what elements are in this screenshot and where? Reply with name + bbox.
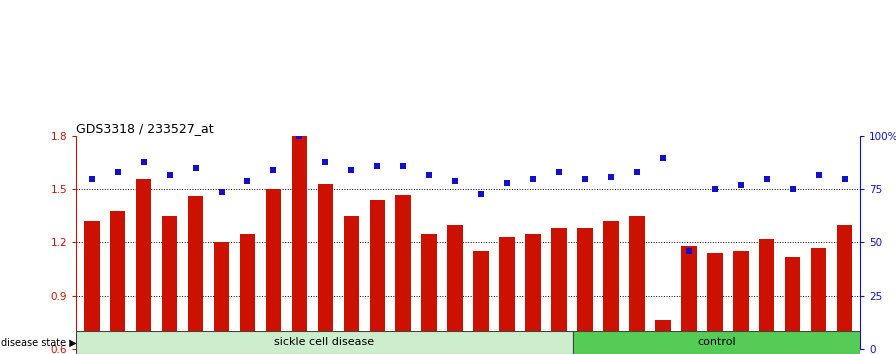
Point — [474, 191, 488, 196]
Bar — [603, 221, 619, 354]
Bar — [266, 189, 281, 354]
Point — [162, 172, 177, 177]
Point — [526, 176, 540, 182]
Bar — [655, 320, 670, 354]
Point — [656, 155, 670, 160]
Text: disease state ▶: disease state ▶ — [1, 337, 77, 347]
Point — [552, 170, 566, 175]
Bar — [447, 225, 463, 354]
Bar — [499, 237, 515, 354]
Point — [760, 176, 774, 182]
Bar — [395, 195, 411, 354]
Bar — [473, 251, 489, 354]
Bar — [317, 184, 333, 354]
Text: GDS3318 / 233527_at: GDS3318 / 233527_at — [76, 122, 214, 135]
Bar — [837, 225, 852, 354]
Bar — [577, 228, 593, 354]
Point — [812, 172, 826, 177]
Point — [682, 248, 696, 254]
Text: control: control — [697, 337, 736, 347]
Bar — [369, 200, 385, 354]
Bar — [162, 216, 177, 354]
Point — [448, 178, 462, 184]
Bar — [525, 234, 541, 354]
Bar — [811, 248, 826, 354]
Bar — [629, 216, 645, 354]
Point — [344, 167, 358, 173]
Point — [604, 174, 618, 179]
Bar — [759, 239, 774, 354]
Bar — [84, 221, 99, 354]
Bar — [785, 257, 800, 354]
Bar — [343, 216, 359, 354]
Text: sickle cell disease: sickle cell disease — [274, 337, 375, 347]
Bar — [214, 242, 229, 354]
Bar — [421, 234, 437, 354]
Bar — [733, 251, 748, 354]
Point — [214, 189, 228, 194]
Point — [318, 159, 332, 165]
Point — [84, 176, 99, 182]
Bar — [291, 136, 307, 354]
Point — [188, 165, 202, 171]
Bar — [551, 228, 567, 354]
Point — [734, 182, 748, 188]
Point — [136, 159, 151, 165]
Bar — [76, 331, 573, 354]
Bar — [110, 211, 125, 354]
Point — [786, 187, 800, 192]
Bar — [573, 331, 860, 354]
Point — [630, 170, 644, 175]
Bar — [240, 234, 255, 354]
Bar — [681, 246, 696, 354]
Bar — [188, 196, 203, 354]
Point — [292, 133, 306, 139]
Point — [422, 172, 436, 177]
Point — [240, 178, 254, 184]
Point — [500, 180, 514, 186]
Point — [838, 176, 852, 182]
Bar — [707, 253, 722, 354]
Point — [370, 163, 384, 169]
Point — [110, 170, 125, 175]
Point — [708, 187, 722, 192]
Point — [578, 176, 592, 182]
Point — [266, 167, 280, 173]
Point — [396, 163, 410, 169]
Bar — [136, 179, 151, 354]
